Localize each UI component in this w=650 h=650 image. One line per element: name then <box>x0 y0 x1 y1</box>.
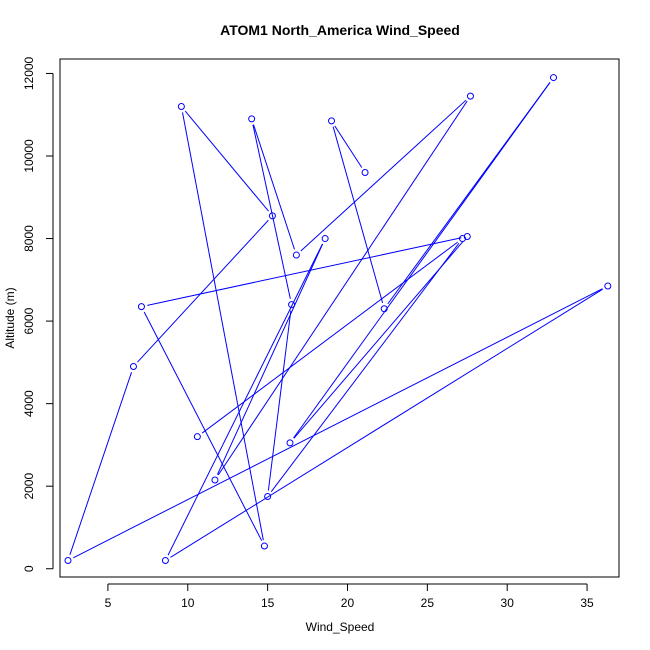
series-segment <box>184 110 269 212</box>
series-segment <box>334 125 363 168</box>
series-segment <box>69 372 133 555</box>
data-point <box>361 169 369 177</box>
data-point <box>328 117 336 125</box>
series-segment <box>217 100 468 476</box>
plot-frame <box>59 58 620 578</box>
data-point <box>321 235 329 243</box>
series-segment <box>73 288 603 559</box>
data-point <box>292 251 300 259</box>
x-axis: 5 10 15 20 25 30 35 <box>105 583 594 610</box>
data-point <box>550 74 558 82</box>
x-tick-label: 25 <box>421 596 435 610</box>
y-tick-label: 8000 <box>22 225 36 252</box>
series-segment <box>253 124 295 250</box>
data-point <box>264 493 272 501</box>
y-tick-label: 12000 <box>22 56 36 90</box>
x-tick-label: 20 <box>341 596 355 610</box>
x-tick-label: 10 <box>181 596 195 610</box>
series-segment <box>137 219 269 363</box>
series-segment <box>143 311 263 541</box>
data-point <box>137 303 145 311</box>
data-point <box>129 362 137 370</box>
series-segment <box>293 82 551 439</box>
data-point <box>64 556 72 564</box>
series-segment <box>216 243 324 475</box>
series-segment <box>293 240 464 439</box>
data-point <box>288 301 296 309</box>
series-segment <box>170 288 603 558</box>
chart-title: ATOM1 North_America Wind_Speed <box>220 22 460 38</box>
x-axis-label: Wind_Speed <box>306 620 375 634</box>
data-point <box>177 102 185 110</box>
x-tick-label: 15 <box>261 596 275 610</box>
series-segment <box>167 243 323 556</box>
data-point <box>211 476 219 484</box>
x-tick-label: 30 <box>501 596 515 610</box>
data-point <box>248 115 256 123</box>
data-point <box>458 235 466 243</box>
series-segment <box>270 243 460 493</box>
series-segment <box>300 99 467 252</box>
x-tick-label: 5 <box>105 596 112 610</box>
y-axis: 0 2000 4000 6000 8000 10000 12000 <box>22 56 54 572</box>
data-point <box>260 542 268 550</box>
data-point <box>380 305 388 313</box>
data-point <box>193 433 201 441</box>
data-point <box>604 282 612 290</box>
data-point <box>466 92 474 100</box>
series-segment <box>201 241 458 434</box>
y-tick-label: 6000 <box>22 307 36 334</box>
series-segment <box>267 310 292 491</box>
series-segment <box>182 112 264 541</box>
data-point <box>268 212 276 220</box>
data-markers <box>64 74 612 564</box>
data-point <box>286 439 294 447</box>
series-segment <box>332 126 384 304</box>
y-tick-label: 4000 <box>22 390 36 417</box>
y-tick-label: 0 <box>22 565 36 572</box>
data-series <box>69 82 603 559</box>
y-axis-label: Altitude (m) <box>3 287 17 348</box>
y-tick-label: 10000 <box>22 139 36 173</box>
x-tick-label: 35 <box>580 596 594 610</box>
data-point <box>161 556 169 564</box>
series-segment <box>252 124 291 299</box>
y-tick-label: 2000 <box>22 473 36 500</box>
